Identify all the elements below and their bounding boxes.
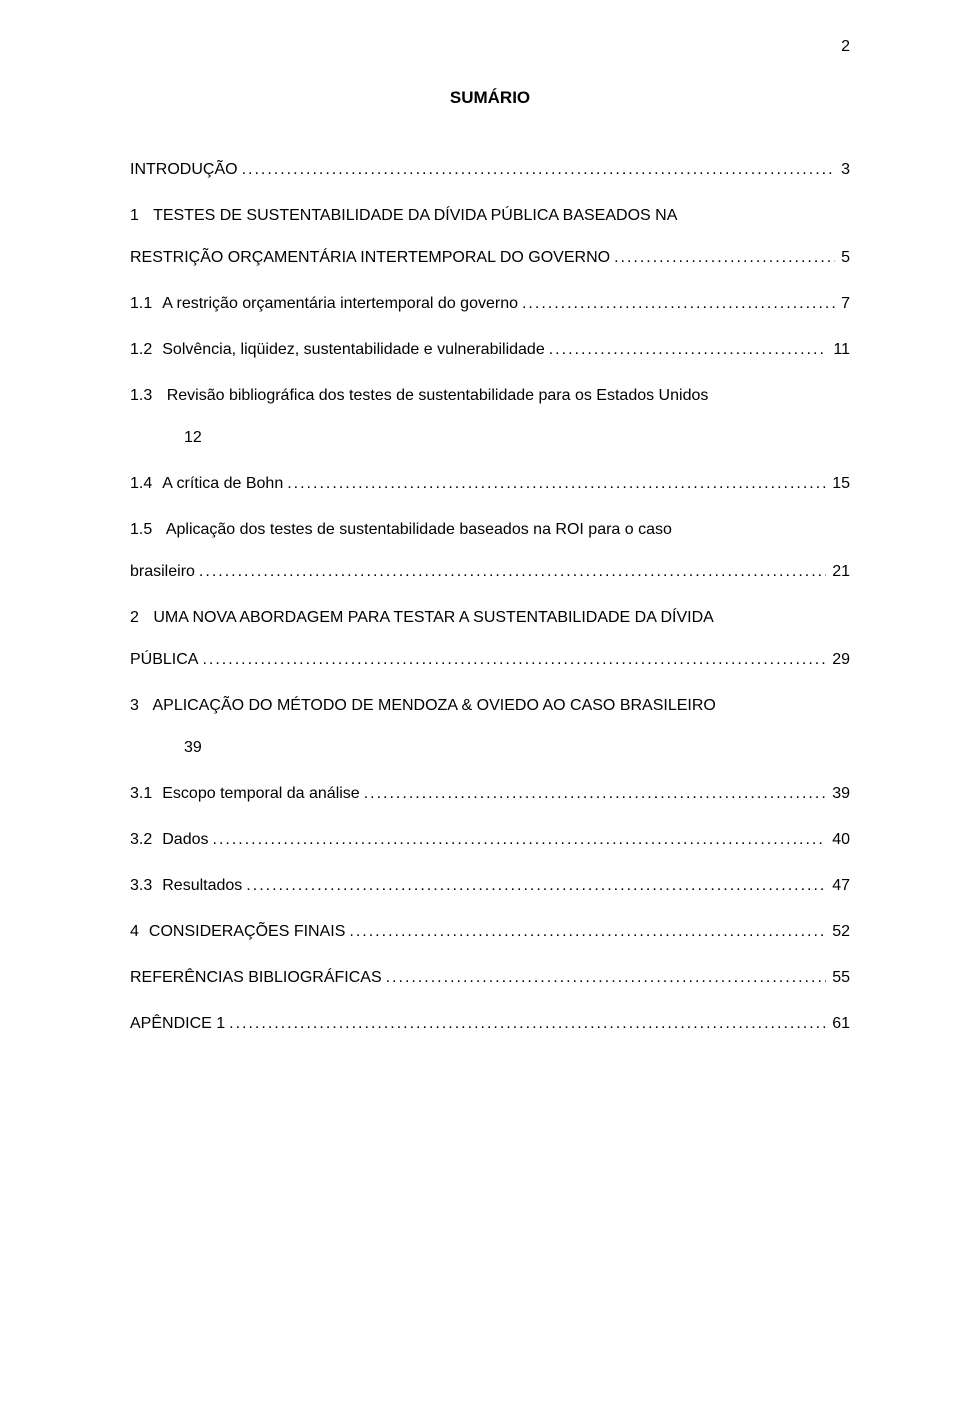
toc-label: Resultados (162, 876, 242, 896)
toc-leader: ........................................… (195, 562, 826, 582)
toc-label: UMA NOVA ABORDAGEM PARA TESTAR A SUSTENT… (153, 609, 713, 626)
toc-page: 40 (826, 830, 850, 850)
toc-number: 3.2 (130, 830, 162, 850)
toc-number: 1.5 (130, 521, 162, 538)
toc-number: 3 (130, 697, 149, 714)
toc-entry-1-5: 1.5 Aplicação dos testes de sustentabili… (130, 520, 850, 582)
toc-entry-1: 1 TESTES DE SUSTENTABILIDADE DA DÍVIDA P… (130, 206, 850, 268)
toc-label: Dados (162, 830, 208, 850)
toc-page: 5 (835, 248, 850, 268)
toc-entry-3-1: 3.1 Escopo temporal da análise .........… (130, 784, 850, 804)
toc-label: APLICAÇÃO DO MÉTODO DE MENDOZA & OVIEDO … (152, 697, 715, 714)
toc-entry-intro: INTRODUÇÃO .............................… (130, 160, 850, 180)
toc-label: PÚBLICA (130, 650, 198, 670)
toc-label: APÊNDICE 1 (130, 1014, 225, 1034)
toc-entry-references: REFERÊNCIAS BIBLIOGRÁFICAS .............… (130, 968, 850, 988)
toc-number: 3.1 (130, 784, 162, 804)
toc-entry-1-3: 1.3 Revisão bibliográfica dos testes de … (130, 386, 850, 448)
toc-entry-3: 3 APLICAÇÃO DO MÉTODO DE MENDOZA & OVIED… (130, 696, 850, 758)
toc-page: 29 (826, 650, 850, 670)
toc-label: Solvência, liqüidez, sustentabilidade e … (162, 340, 544, 360)
toc-number: 1 (130, 207, 149, 224)
toc-number: 1.1 (130, 294, 162, 314)
toc-entry-1-4: 1.4 A crítica de Bohn ..................… (130, 474, 850, 494)
toc-page: 39 (826, 784, 850, 804)
toc-title: SUMÁRIO (130, 88, 850, 108)
toc-page: 15 (826, 474, 850, 494)
toc-page: 3 (835, 160, 850, 180)
toc-number: 1.3 (130, 387, 162, 404)
toc-leader: ........................................… (610, 248, 835, 268)
toc-entry-3-2: 3.2 Dados ..............................… (130, 830, 850, 850)
toc-label: REFERÊNCIAS BIBLIOGRÁFICAS (130, 968, 382, 988)
toc-label: Aplicação dos testes de sustentabilidade… (166, 521, 672, 538)
toc-label: Escopo temporal da análise (162, 784, 359, 804)
toc-entry-2: 2 UMA NOVA ABORDAGEM PARA TESTAR A SUSTE… (130, 608, 850, 670)
toc-page: 47 (826, 876, 850, 896)
toc-leader: ........................................… (209, 830, 827, 850)
toc-page: 55 (826, 968, 850, 988)
toc-entry-appendix: APÊNDICE 1 .............................… (130, 1014, 850, 1034)
toc-number: 2 (130, 609, 149, 626)
toc-leader: ........................................… (242, 876, 826, 896)
toc-leader: ........................................… (198, 650, 826, 670)
toc-number: 3.3 (130, 876, 162, 896)
toc-label: INTRODUÇÃO (130, 160, 238, 180)
toc-number: 4 (130, 922, 149, 942)
toc-page: 7 (835, 294, 850, 314)
toc-page: 12 (130, 428, 850, 448)
toc-label: brasileiro (130, 562, 195, 582)
toc-leader: ........................................… (238, 160, 836, 180)
page-number: 2 (841, 38, 850, 56)
toc-page: 61 (826, 1014, 850, 1034)
toc-entry-1-1: 1.1 A restrição orçamentária intertempor… (130, 294, 850, 314)
toc-leader: ........................................… (360, 784, 827, 804)
toc-number: 1.4 (130, 474, 162, 494)
toc-leader: ........................................… (545, 340, 828, 360)
toc-label: RESTRIÇÃO ORÇAMENTÁRIA INTERTEMPORAL DO … (130, 248, 610, 268)
toc-page: 21 (826, 562, 850, 582)
toc-page: 52 (826, 922, 850, 942)
toc-page: 39 (130, 738, 850, 758)
toc-entry-3-3: 3.3 Resultados .........................… (130, 876, 850, 896)
toc-leader: ........................................… (345, 922, 826, 942)
toc-entry-1-2: 1.2 Solvência, liqüidez, sustentabilidad… (130, 340, 850, 360)
toc-label: CONSIDERAÇÕES FINAIS (149, 922, 345, 942)
toc-page: 11 (827, 340, 850, 360)
toc-entry-4: 4 CONSIDERAÇÕES FINAIS .................… (130, 922, 850, 942)
toc-label: TESTES DE SUSTENTABILIDADE DA DÍVIDA PÚB… (153, 207, 677, 224)
toc-leader: ........................................… (283, 474, 826, 494)
toc-label: A crítica de Bohn (162, 474, 283, 494)
table-of-contents: INTRODUÇÃO .............................… (130, 160, 850, 1034)
toc-label: A restrição orçamentária intertemporal d… (162, 294, 518, 314)
toc-number: 1.2 (130, 340, 162, 360)
toc-leader: ........................................… (382, 968, 827, 988)
toc-label: Revisão bibliográfica dos testes de sust… (167, 387, 709, 404)
toc-leader: ........................................… (225, 1014, 826, 1034)
toc-leader: ........................................… (518, 294, 835, 314)
